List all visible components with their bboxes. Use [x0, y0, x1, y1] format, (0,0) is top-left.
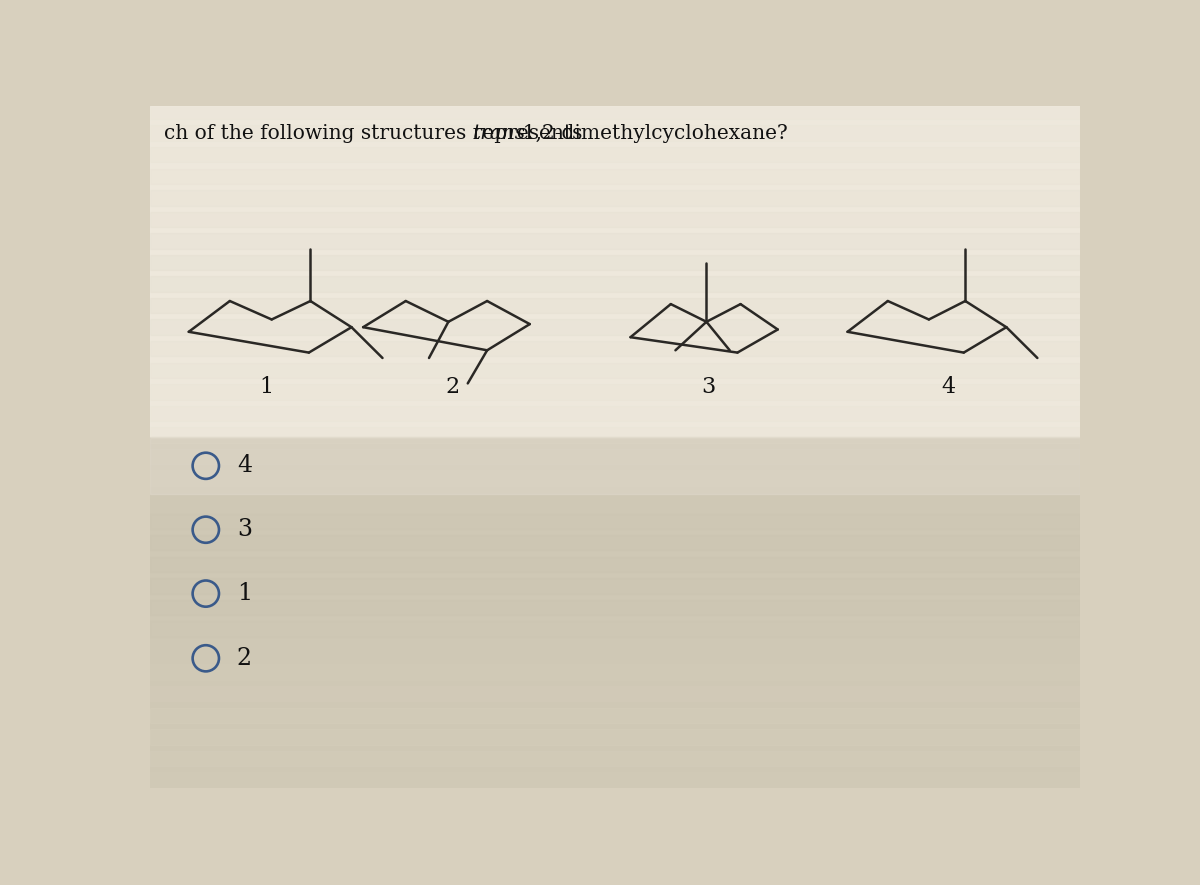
Bar	[150, 578, 1080, 594]
Bar	[150, 449, 1080, 465]
Bar	[150, 384, 1080, 399]
Bar	[150, 665, 1080, 680]
Text: 2: 2	[445, 376, 460, 397]
Bar	[150, 557, 1080, 572]
Text: ch of the following structures represents: ch of the following structures represent…	[164, 124, 589, 142]
Bar	[150, 190, 1080, 205]
Bar	[150, 513, 1080, 529]
Bar	[150, 106, 1080, 437]
Text: 1: 1	[236, 582, 252, 605]
Bar	[150, 708, 1080, 723]
Bar	[150, 600, 1080, 615]
Text: trans: trans	[473, 124, 527, 142]
Bar	[150, 643, 1080, 658]
Bar	[150, 104, 1080, 119]
Bar	[150, 212, 1080, 227]
Bar	[150, 535, 1080, 550]
Text: 2: 2	[236, 647, 252, 670]
Text: 3: 3	[236, 519, 252, 542]
Bar	[150, 750, 1080, 766]
Bar	[150, 147, 1080, 163]
Bar	[150, 363, 1080, 378]
Text: 4: 4	[941, 376, 955, 397]
Bar	[150, 686, 1080, 702]
Bar	[150, 438, 1080, 494]
Text: 4: 4	[236, 454, 252, 477]
Text: 1: 1	[259, 376, 274, 397]
Bar	[150, 729, 1080, 744]
Bar	[150, 168, 1080, 184]
Bar	[150, 319, 1080, 335]
Bar	[150, 437, 1080, 788]
Bar	[150, 427, 1080, 442]
Bar	[150, 773, 1080, 788]
Bar	[150, 621, 1080, 636]
Bar	[150, 234, 1080, 249]
Bar	[150, 276, 1080, 292]
Bar	[150, 126, 1080, 141]
Bar	[150, 298, 1080, 313]
Text: -1,2-dimethylcyclohexane?: -1,2-dimethylcyclohexane?	[516, 124, 787, 142]
Bar	[150, 471, 1080, 486]
Text: 3: 3	[701, 376, 715, 397]
Bar	[150, 492, 1080, 507]
Bar	[150, 341, 1080, 357]
Bar	[150, 106, 1080, 437]
Bar	[150, 405, 1080, 421]
Bar	[150, 255, 1080, 270]
